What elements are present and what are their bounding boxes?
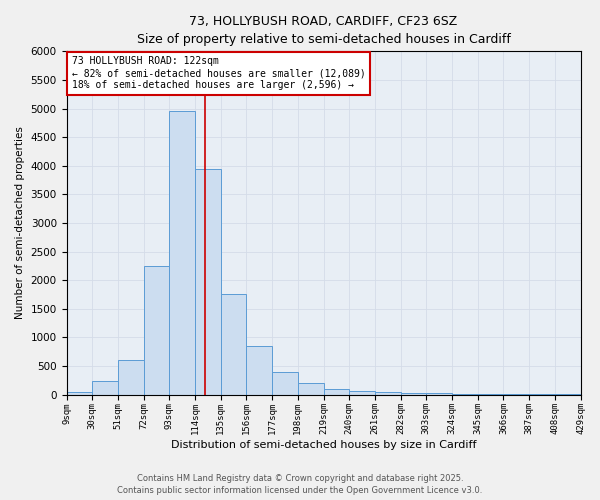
Bar xyxy=(169,112,195,395)
Bar xyxy=(349,390,375,394)
Y-axis label: Number of semi-detached properties: Number of semi-detached properties xyxy=(15,126,25,320)
Bar xyxy=(143,266,169,394)
Text: Contains HM Land Registry data © Crown copyright and database right 2025.
Contai: Contains HM Land Registry data © Crown c… xyxy=(118,474,482,495)
Bar xyxy=(272,372,298,394)
Title: 73, HOLLYBUSH ROAD, CARDIFF, CF23 6SZ
Size of property relative to semi-detached: 73, HOLLYBUSH ROAD, CARDIFF, CF23 6SZ Si… xyxy=(137,15,511,46)
Bar xyxy=(67,392,92,394)
X-axis label: Distribution of semi-detached houses by size in Cardiff: Distribution of semi-detached houses by … xyxy=(171,440,476,450)
Bar xyxy=(92,382,118,394)
Bar xyxy=(375,392,401,394)
Bar xyxy=(195,168,221,394)
Bar xyxy=(247,346,272,395)
Bar xyxy=(118,360,143,394)
Text: 73 HOLLYBUSH ROAD: 122sqm
← 82% of semi-detached houses are smaller (12,089)
18%: 73 HOLLYBUSH ROAD: 122sqm ← 82% of semi-… xyxy=(71,56,365,90)
Bar xyxy=(401,393,427,394)
Bar xyxy=(298,383,323,394)
Bar xyxy=(221,294,247,394)
Bar xyxy=(323,389,349,394)
